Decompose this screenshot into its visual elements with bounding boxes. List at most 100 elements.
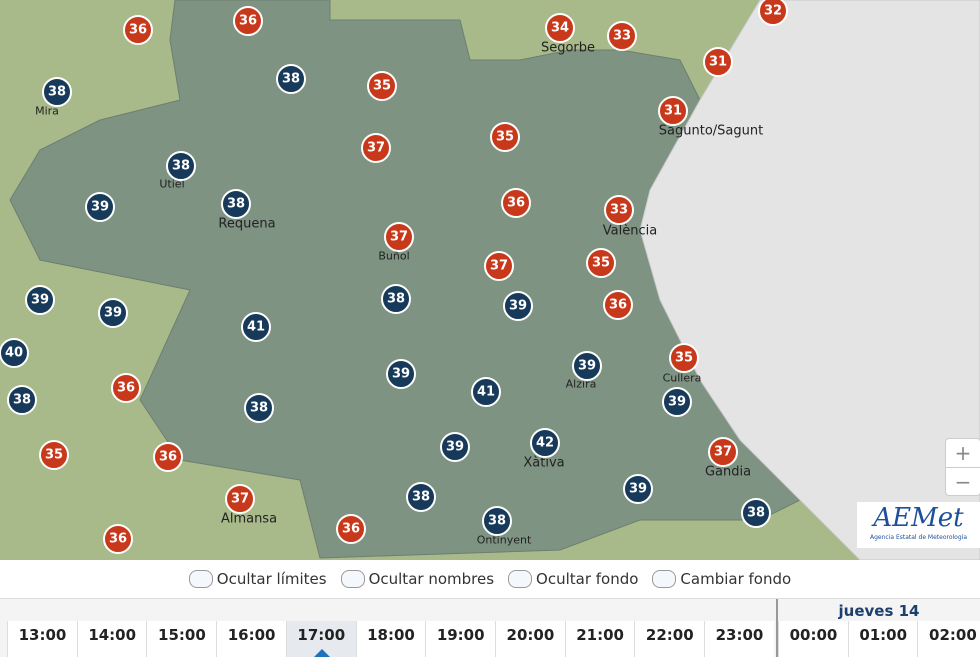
marker-value: 37 <box>231 492 249 507</box>
temperature-marker: 36 <box>501 188 531 218</box>
temperature-marker: 36 <box>336 514 366 544</box>
temperature-marker: 36 <box>153 442 183 472</box>
marker-circle <box>384 222 414 252</box>
temperature-marker: 34 <box>545 13 575 43</box>
hour-label: 14:00 <box>88 626 137 644</box>
marker-circle <box>406 482 436 512</box>
place-name: Sagunto/Sagunt <box>659 124 763 139</box>
temperature-marker: 39 <box>386 359 416 389</box>
marker-value: 35 <box>496 130 514 145</box>
marker-value: 36 <box>159 450 177 465</box>
checkbox[interactable] <box>652 570 677 588</box>
marker-value: 39 <box>668 395 686 410</box>
checkbox[interactable] <box>508 570 533 588</box>
temperature-marker: 36 <box>103 524 133 554</box>
hour-slot[interactable]: 23:00 <box>704 621 774 657</box>
marker-circle <box>503 291 533 321</box>
marker-circle <box>221 189 251 219</box>
marker-value: 42 <box>536 436 554 451</box>
marker-circle <box>336 514 366 544</box>
marker-circle <box>244 393 274 423</box>
marker-circle <box>586 248 616 278</box>
marker-value: 38 <box>387 292 405 307</box>
hour-slot[interactable]: 15:00 <box>146 621 217 657</box>
marker-circle <box>233 6 263 36</box>
zoom-out[interactable]: − <box>954 470 972 494</box>
marker-value: 33 <box>613 29 631 44</box>
hour-label: 21:00 <box>576 626 624 644</box>
marker-value: 37 <box>490 259 508 274</box>
logo: AEMet Agencia Estatal de Meteorología <box>857 502 980 548</box>
hour-slot[interactable]: 16:00 <box>216 621 287 657</box>
timeline: jueves 14 13:00 14:00 15:00 16:00 17:00 18:00… <box>0 598 980 657</box>
marker-circle <box>490 122 520 152</box>
marker-value: 32 <box>764 4 782 19</box>
marker-value: 38 <box>282 72 300 87</box>
place-name: València <box>603 224 657 239</box>
marker-circle <box>0 338 29 368</box>
hour-label: 00:00 <box>789 626 838 644</box>
sea <box>639 0 980 560</box>
marker-circle <box>367 71 397 101</box>
marker-circle <box>501 188 531 218</box>
checkbox[interactable] <box>340 570 365 588</box>
hour-slot[interactable]: 18:00 <box>355 621 426 657</box>
marker-circle <box>604 195 634 225</box>
hour-label: 01:00 <box>859 626 908 644</box>
option[interactable]: Cambiar fondo <box>652 570 791 588</box>
marker-circle <box>708 437 738 467</box>
hour-slot[interactable]: 13:00 <box>7 621 77 657</box>
temperature-marker: 38 <box>741 498 771 528</box>
marker-circle <box>484 251 514 281</box>
hour-slot[interactable]: 00:00 <box>778 621 848 657</box>
zoom-in[interactable]: + <box>946 439 980 468</box>
marker-value: 39 <box>629 482 647 497</box>
marker-value: 39 <box>509 299 527 314</box>
marker-circle <box>85 192 115 222</box>
temperature-marker: 38 <box>7 385 37 415</box>
temperature-marker: 36 <box>111 373 141 403</box>
temperature-marker: 38 <box>381 284 411 314</box>
hour-slot[interactable]: 21:00 <box>564 621 635 657</box>
marker-circle <box>153 442 183 472</box>
option[interactable]: Ocultar nombres <box>340 570 494 588</box>
marker-circle <box>530 428 560 458</box>
marker-value: 36 <box>129 23 147 38</box>
marker-circle <box>545 13 575 43</box>
temperature-marker: 35 <box>39 440 69 470</box>
marker-circle <box>123 15 153 45</box>
hour-slot[interactable]: 19:00 <box>425 621 496 657</box>
hour-slot[interactable]: 01:00 <box>847 621 918 657</box>
marker-circle <box>703 47 733 77</box>
temperature-marker: 39 <box>662 387 692 417</box>
marker-value: 34 <box>551 21 569 36</box>
place-name: Xàtiva <box>523 456 564 471</box>
option[interactable]: Ocultar fondo <box>508 570 638 588</box>
hour-slot[interactable]: 17:00 <box>285 621 356 657</box>
hour-slot[interactable]: 14:00 <box>76 621 147 657</box>
checkbox[interactable] <box>188 570 213 588</box>
hour-label: 15:00 <box>158 626 206 644</box>
option[interactable]: Ocultar límites <box>188 570 327 588</box>
marker-circle <box>111 373 141 403</box>
temperature-marker: 39 <box>440 432 470 462</box>
marker-value: 36 <box>507 196 525 211</box>
hour-slot[interactable]: 22:00 <box>634 621 705 657</box>
marker-value: 38 <box>13 393 31 408</box>
marker-value: 38 <box>250 401 268 416</box>
marker-value: 35 <box>373 79 391 94</box>
marker-circle <box>98 298 128 328</box>
temperature-marker: 39 <box>25 285 55 315</box>
hour-slot[interactable]: 20:00 <box>494 621 565 657</box>
place-name: Gandia <box>705 465 751 480</box>
temperature-marker: 36 <box>123 15 153 45</box>
marker-value: 38 <box>747 506 765 521</box>
temperature-marker: 35 <box>669 343 699 373</box>
temperature-marker: 38 <box>406 482 436 512</box>
place-name: Cullera <box>663 372 702 385</box>
hour-slot[interactable]: 02:00 <box>917 621 980 657</box>
temperature-marker: 37 <box>225 484 255 514</box>
hour-label: 23:00 <box>715 626 764 644</box>
marker-circle <box>42 77 72 107</box>
